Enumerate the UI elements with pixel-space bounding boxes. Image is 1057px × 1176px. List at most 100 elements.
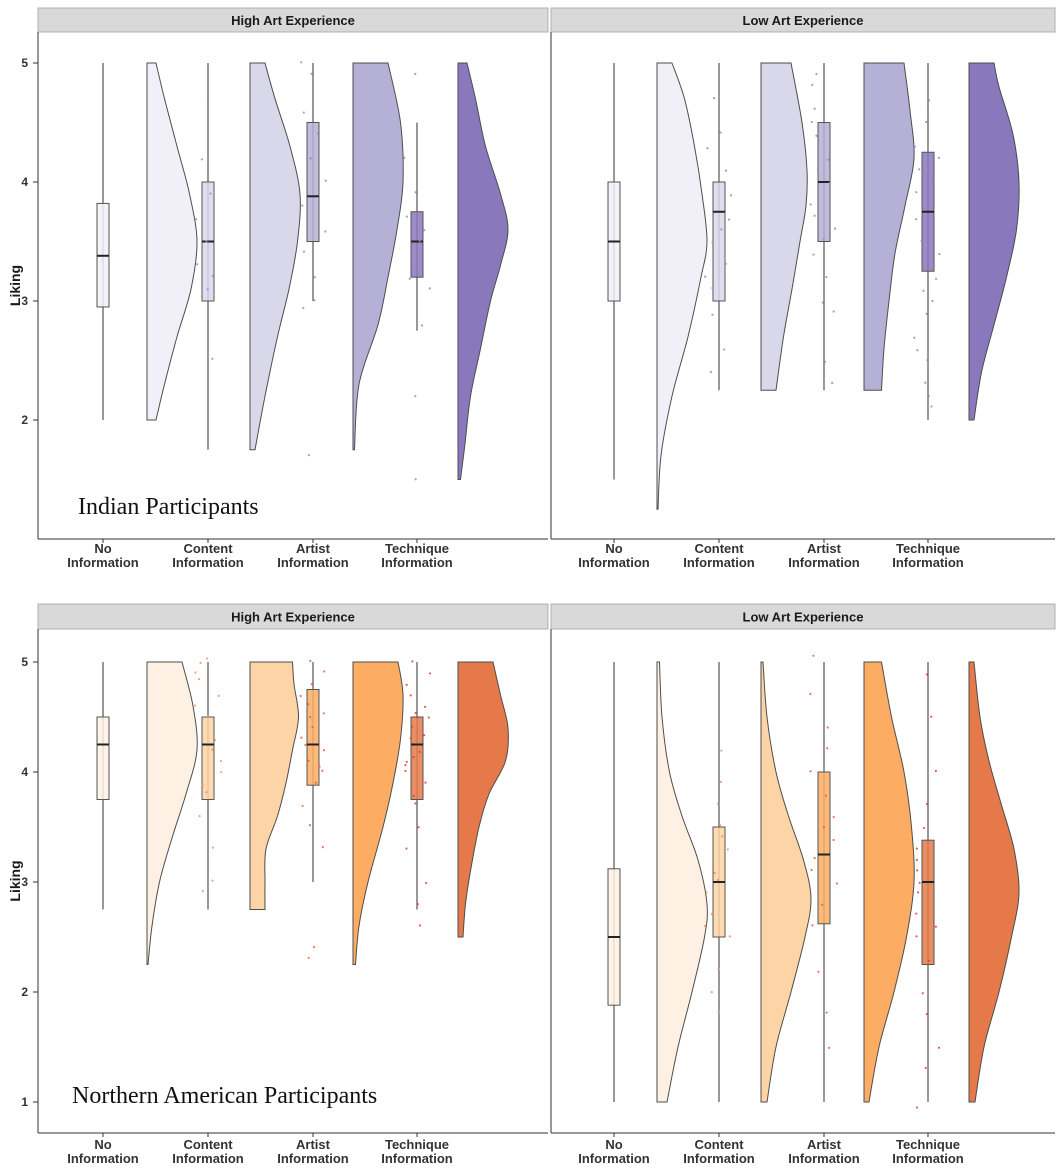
data-point [404, 769, 407, 772]
data-point [311, 725, 314, 729]
data-point [827, 158, 830, 161]
x-tick-label-line: Information [578, 555, 650, 570]
density-cloud [146, 62, 198, 421]
data-point [321, 846, 324, 849]
x-tick-label-line: Information [892, 555, 964, 570]
x-tick-label-line: Information [67, 555, 139, 570]
series-1 [96, 62, 198, 421]
data-point [811, 924, 814, 927]
data-point [403, 156, 406, 159]
data-point [304, 743, 307, 747]
data-point [409, 694, 412, 697]
x-tick-label-line: Information [892, 1151, 964, 1166]
data-point [424, 705, 427, 708]
data-point [915, 912, 918, 915]
x-tick-label-line: Technique [896, 1137, 960, 1152]
data-point [417, 826, 420, 829]
data-point [307, 759, 310, 762]
data-point [209, 192, 212, 195]
y-tick-label: 2 [21, 413, 28, 427]
series-4 [913, 62, 1020, 421]
density-cloud [656, 62, 708, 510]
data-point [420, 324, 424, 327]
data-point [913, 336, 916, 339]
data-point [835, 882, 839, 885]
data-point [193, 704, 197, 707]
box-iqr [201, 716, 215, 800]
data-point [716, 802, 720, 805]
data-point [809, 770, 812, 773]
series-1 [607, 661, 708, 1103]
data-point [937, 156, 940, 159]
x-tick-label-line: Information [381, 555, 453, 570]
data-point [206, 715, 210, 718]
facet-strip [550, 603, 1056, 630]
data-point [324, 230, 327, 233]
data-point [705, 891, 708, 894]
density-cloud [457, 62, 509, 480]
x-tick-label: No Information [67, 1137, 139, 1166]
data-point [219, 759, 222, 763]
data-point [712, 97, 716, 100]
data-point [717, 968, 720, 971]
data-point [813, 214, 816, 217]
density-cloud [146, 661, 198, 965]
data-point [309, 157, 312, 160]
data-point [411, 660, 414, 663]
data-point [424, 781, 427, 784]
data-point [206, 96, 210, 99]
data-point [922, 289, 925, 292]
x-tick-label: Content Information [683, 1137, 755, 1166]
density-cloud [457, 661, 509, 938]
data-point [324, 179, 327, 182]
data-point [934, 769, 937, 773]
data-point [323, 670, 326, 673]
panel-note: Indian Participants [78, 494, 259, 520]
data-point [832, 310, 835, 313]
y-axis-title: Liking [7, 860, 23, 901]
data-point [724, 262, 727, 265]
density-cloud [352, 661, 404, 965]
data-point [915, 1106, 919, 1109]
series-3 [809, 654, 915, 1103]
data-point [719, 131, 722, 134]
data-point [921, 992, 924, 995]
data-point [427, 716, 430, 719]
x-tick-label-line: Artist [296, 1137, 331, 1152]
data-point [816, 168, 819, 172]
facet-strip [37, 7, 549, 33]
x-tick-label: Artist Information [788, 1137, 860, 1166]
facet-title: High Art Experience [231, 13, 355, 28]
density-cloud [760, 62, 808, 391]
data-point [927, 959, 930, 962]
data-point [817, 970, 820, 973]
y-tick-label: 5 [21, 655, 28, 669]
data-point [928, 230, 931, 233]
data-point [810, 868, 813, 872]
data-point [823, 360, 827, 363]
box-iqr [921, 839, 935, 966]
data-point [812, 253, 815, 256]
y-tick-label: 3 [21, 294, 28, 308]
data-point [706, 147, 709, 150]
data-point [405, 683, 408, 686]
series-2 [703, 661, 812, 1103]
data-point [211, 748, 214, 751]
data-point [926, 359, 929, 362]
panel-note: Northern American Participants [72, 1083, 377, 1109]
data-point [915, 218, 918, 221]
data-point [312, 946, 316, 949]
data-point [322, 712, 325, 715]
y-tick-label: 3 [21, 875, 28, 889]
x-tick-label-line: No [605, 1137, 622, 1152]
data-point [720, 749, 723, 752]
data-point [809, 203, 812, 206]
data-point [299, 694, 302, 698]
box-iqr [817, 771, 831, 925]
data-point [824, 794, 828, 797]
data-point [831, 381, 834, 384]
data-point [826, 726, 829, 729]
data-point [926, 110, 930, 113]
data-point [713, 871, 716, 875]
